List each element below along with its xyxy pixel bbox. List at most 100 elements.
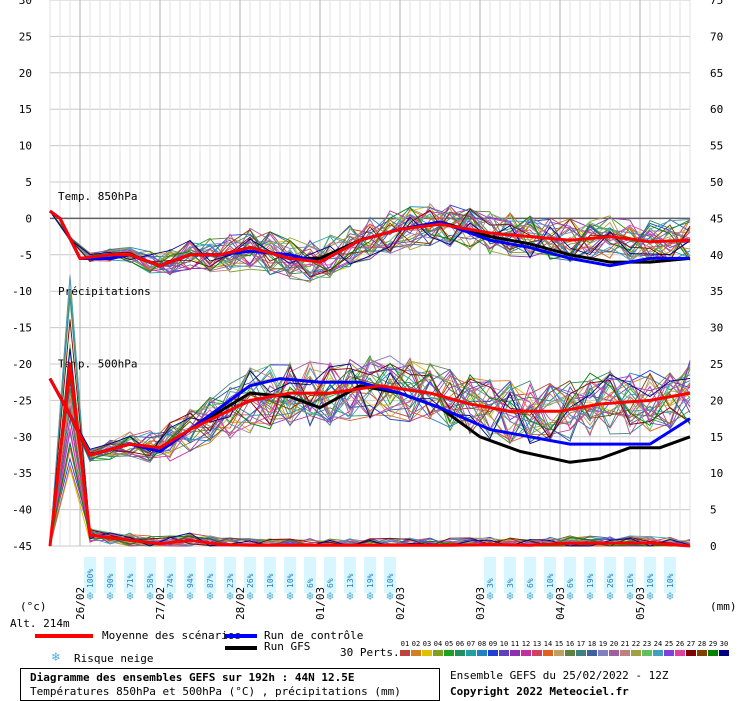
y-right-tick: 20 [710, 394, 723, 407]
snowflake-icon: ❄ [226, 589, 233, 603]
snow-risk-percent: 10% [646, 573, 655, 588]
pert-color-swatch [587, 650, 597, 656]
pert-number: 10 [500, 640, 508, 648]
snow-risk-badge [124, 557, 136, 593]
pert-number: 01 [401, 640, 409, 648]
pert-color-swatch [411, 650, 421, 656]
legend-gfs-label: Run GFS [264, 640, 311, 653]
snow-risk-badge [304, 557, 316, 593]
pert-number: 26 [676, 640, 684, 648]
pert-color-swatch [565, 650, 575, 656]
snowflake-icon: ❄ [566, 589, 573, 603]
member-t500-line [49, 362, 691, 462]
snow-risk-percent: 26% [246, 573, 255, 588]
y-right-tick: 70 [710, 30, 723, 43]
x-date-label: 28/02 [234, 587, 247, 620]
y-left-tick: 0 [25, 212, 32, 225]
y-right-tick: 35 [710, 285, 723, 298]
snowflake-icon: ❄ [626, 589, 633, 603]
footer-copyright: Copyright 2022 Meteociel.fr [450, 685, 629, 698]
y-right-tick: 65 [710, 67, 723, 80]
snowflake-icon: ❄ [86, 589, 93, 603]
pert-number: 16 [566, 640, 574, 648]
pert-color-swatch [697, 650, 707, 656]
y-left-tick: -35 [12, 467, 32, 480]
snowflake-icon: ❄ [586, 589, 593, 603]
y-left-tick: -15 [12, 322, 32, 335]
pert-color-swatch [675, 650, 685, 656]
snow-risk-badge [584, 557, 596, 593]
y-right-tick: 5 [710, 504, 717, 517]
pert-color-swatch [532, 650, 542, 656]
altitude-label: Alt. 214m [10, 617, 70, 630]
snow-risk-percent: 74% [166, 573, 175, 588]
snow-risk-badge [384, 557, 396, 593]
pert-color-swatch [631, 650, 641, 656]
member-t500-line [49, 357, 691, 457]
pert-color-swatch [510, 650, 520, 656]
snow-risk-badge [204, 557, 216, 593]
control-t850-line [49, 209, 690, 268]
pert-number: 03 [423, 640, 431, 648]
legend-perts-label: 30 Perts. [340, 646, 400, 659]
pert-color-swatch [422, 650, 432, 656]
pert-number: 30 [720, 640, 728, 648]
pert-number: 13 [533, 640, 541, 648]
y-right-tick: 60 [710, 103, 723, 116]
y-left-tick: -40 [12, 504, 32, 517]
snow-risk-percent: 26% [606, 573, 615, 588]
snow-risk-percent: 19% [366, 573, 375, 588]
snowflake-icon: ❄ [52, 650, 60, 665]
snowflake-icon: ❄ [346, 589, 353, 603]
pert-number: 24 [654, 640, 662, 648]
member-t500-line [49, 368, 691, 461]
pert-number: 08 [478, 640, 486, 648]
snowflake-icon: ❄ [266, 589, 273, 603]
member-t850-line [49, 210, 691, 265]
pert-number: 05 [445, 640, 453, 648]
snow-risk-badge [644, 557, 656, 593]
snowflake-icon: ❄ [306, 589, 313, 603]
x-date-label: 27/02 [154, 587, 167, 620]
snowflake-icon: ❄ [606, 589, 613, 603]
pert-number: 19 [599, 640, 607, 648]
snow-risk-percent: 10% [286, 573, 295, 588]
y-left-tick: 5 [25, 176, 32, 189]
pert-color-swatch [444, 650, 454, 656]
legend-gfs-swatch [225, 646, 257, 650]
member-t850-line [49, 210, 691, 269]
footer-box: Diagramme des ensembles GEFS sur 192h : … [20, 668, 440, 701]
snowflake-icon: ❄ [366, 589, 373, 603]
member-t850-line [49, 209, 691, 274]
footer-run: Ensemble GEFS du 25/02/2022 - 12Z [450, 669, 669, 682]
snow-risk-percent: 100% [86, 569, 95, 588]
pert-number: 06 [456, 640, 464, 648]
pert-color-swatch [521, 650, 531, 656]
label-t850: Temp. 850hPa [58, 190, 137, 203]
y-right-tick: 25 [710, 358, 723, 371]
y-left-tick: 10 [19, 140, 32, 153]
footer-title: Diagramme des ensembles GEFS sur 192h : … [30, 671, 355, 684]
snowflake-icon: ❄ [206, 589, 213, 603]
pert-color-swatch [686, 650, 696, 656]
snow-risk-badge [604, 557, 616, 593]
snowflake-icon: ❄ [286, 589, 293, 603]
pert-number: 28 [698, 640, 706, 648]
pert-number: 17 [577, 640, 585, 648]
snow-risk-percent: 71% [126, 573, 135, 588]
pert-color-swatch [455, 650, 465, 656]
member-t500-line [49, 366, 691, 451]
y-right-tick: 15 [710, 431, 723, 444]
snow-risk-percent: 6% [526, 578, 535, 588]
y-left-tick: -30 [12, 431, 32, 444]
member-t500-line [49, 363, 691, 453]
x-date-label: 05/03 [634, 587, 647, 620]
snowflake-icon: ❄ [246, 589, 253, 603]
snowflake-icon: ❄ [326, 589, 333, 603]
y-right-tick: 10 [710, 467, 723, 480]
snow-risk-percent: 3% [506, 578, 515, 588]
member-t500-line [49, 354, 691, 462]
snowflake-icon: ❄ [526, 589, 533, 603]
snow-risk-badge [324, 557, 336, 593]
pert-color-swatch [488, 650, 498, 656]
